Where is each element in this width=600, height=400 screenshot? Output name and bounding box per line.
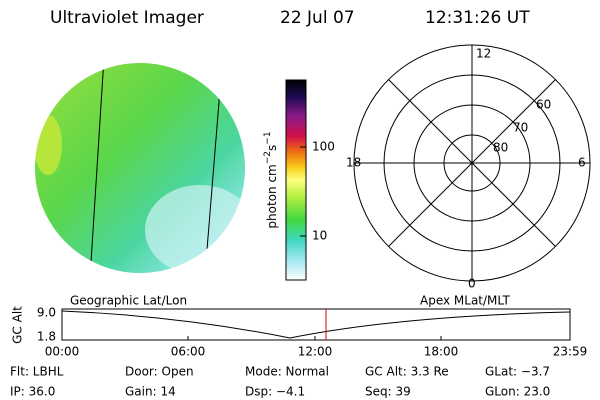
timeline-title: Apex MLat/MLT <box>420 294 510 308</box>
x-tick: 23:59 <box>553 345 588 359</box>
x-tick-marks <box>187 336 442 340</box>
mlt-label: 6 <box>578 156 586 170</box>
mlt-label: 12 <box>476 47 491 61</box>
y-tick: 9.0 <box>37 306 56 320</box>
earth-image <box>35 63 245 273</box>
status-field: Mode: Normal <box>245 365 329 379</box>
colorbar-tick: 100 <box>312 140 335 154</box>
y-tick: 1.8 <box>37 330 56 344</box>
lat-label: 70 <box>513 121 528 135</box>
colorbar-unit: photon cm−2s−1 <box>263 131 279 228</box>
footer: Flt: LBHL Door: Open Mode: Normal GC Alt: 3… <box>10 365 550 399</box>
x-tick: 00:00 <box>45 345 80 359</box>
status-field: Dsp: −4.1 <box>245 385 305 399</box>
time: 12:31:26 UT <box>425 8 530 28</box>
status-field: GLon: 23.0 <box>485 385 550 399</box>
mlt-label: 18 <box>346 156 361 170</box>
timeline-frame <box>61 308 571 341</box>
status-field: Seq: 39 <box>365 385 411 399</box>
timeline-title: Geographic Lat/Lon <box>70 294 187 308</box>
x-tick: 18:00 <box>424 345 459 359</box>
status-field: Gain: 14 <box>125 385 176 399</box>
x-tick: 12:00 <box>298 345 333 359</box>
x-tick: 06:00 <box>171 345 206 359</box>
instrument: Ultraviolet Imager <box>50 8 204 28</box>
polar-grid <box>353 44 591 282</box>
altitude-curve <box>61 310 571 339</box>
colorbar-ticks <box>300 146 306 237</box>
mlt-label: 0 <box>468 277 476 291</box>
lat-label: 60 <box>536 98 551 112</box>
status-field: GC Alt: 3.3 Re <box>365 365 449 379</box>
timeline-y-label: GC Alt <box>11 306 25 344</box>
status-field: Door: Open <box>125 365 194 379</box>
colorbar-tick: 10 <box>312 229 327 243</box>
status-field: Flt: LBHL <box>10 365 64 379</box>
colorbar <box>285 79 307 281</box>
status-field: IP: 36.0 <box>10 385 55 399</box>
lat-label: 80 <box>493 141 508 155</box>
date: 22 Jul 07 <box>280 8 355 28</box>
status-field: GLat: −3.7 <box>485 365 550 379</box>
